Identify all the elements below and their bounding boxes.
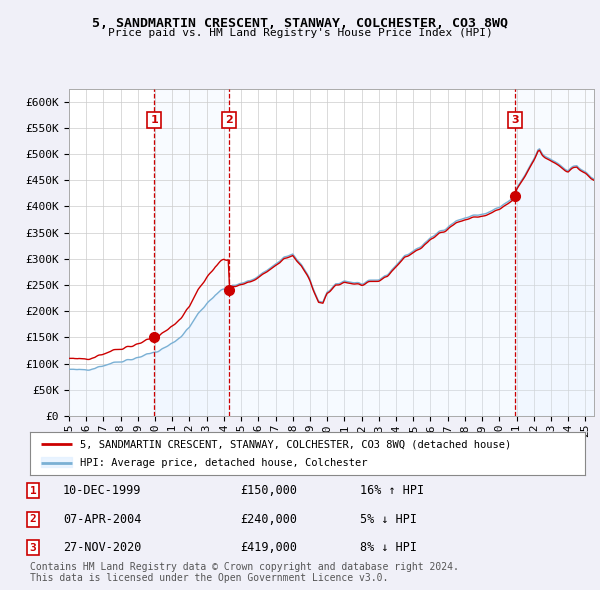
Bar <box>154 88 229 416</box>
Text: 8% ↓ HPI: 8% ↓ HPI <box>360 541 417 554</box>
Text: 3: 3 <box>511 115 519 125</box>
Text: £419,000: £419,000 <box>240 541 297 554</box>
Text: HPI: Average price, detached house, Colchester: HPI: Average price, detached house, Colc… <box>80 458 367 468</box>
Text: This data is licensed under the Open Government Licence v3.0.: This data is licensed under the Open Gov… <box>30 573 388 583</box>
Text: £240,000: £240,000 <box>240 513 297 526</box>
Text: 2: 2 <box>29 514 37 524</box>
Text: 1: 1 <box>29 486 37 496</box>
Text: Contains HM Land Registry data © Crown copyright and database right 2024.: Contains HM Land Registry data © Crown c… <box>30 562 459 572</box>
Text: 16% ↑ HPI: 16% ↑ HPI <box>360 484 424 497</box>
Text: 10-DEC-1999: 10-DEC-1999 <box>63 484 142 497</box>
Text: 07-APR-2004: 07-APR-2004 <box>63 513 142 526</box>
Text: 27-NOV-2020: 27-NOV-2020 <box>63 541 142 554</box>
Text: Price paid vs. HM Land Registry's House Price Index (HPI): Price paid vs. HM Land Registry's House … <box>107 28 493 38</box>
Text: 5, SANDMARTIN CRESCENT, STANWAY, COLCHESTER, CO3 8WQ (detached house): 5, SANDMARTIN CRESCENT, STANWAY, COLCHES… <box>80 440 511 450</box>
Bar <box>515 88 594 416</box>
Text: 1: 1 <box>151 115 158 125</box>
Text: £150,000: £150,000 <box>240 484 297 497</box>
Text: 3: 3 <box>29 543 37 552</box>
Text: 5% ↓ HPI: 5% ↓ HPI <box>360 513 417 526</box>
Text: 5, SANDMARTIN CRESCENT, STANWAY, COLCHESTER, CO3 8WQ: 5, SANDMARTIN CRESCENT, STANWAY, COLCHES… <box>92 17 508 30</box>
Text: 2: 2 <box>224 115 232 125</box>
